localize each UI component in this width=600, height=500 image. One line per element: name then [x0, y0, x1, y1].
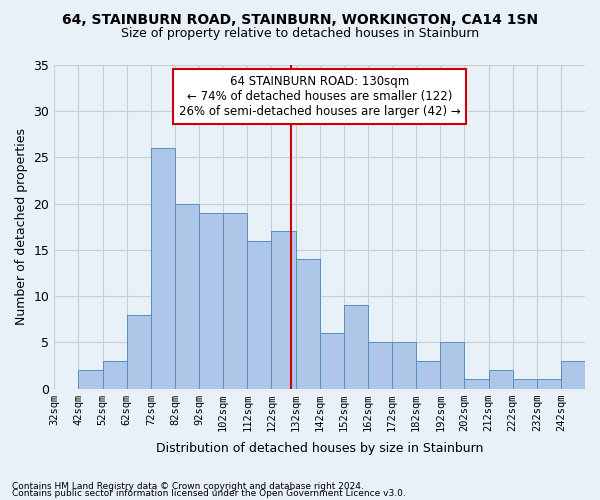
Bar [320, 333, 344, 388]
Bar [223, 213, 247, 388]
Bar [488, 370, 512, 388]
Text: Contains public sector information licensed under the Open Government Licence v3: Contains public sector information licen… [12, 489, 406, 498]
Bar [368, 342, 392, 388]
Text: 64 STAINBURN ROAD: 130sqm
← 74% of detached houses are smaller (122)
26% of semi: 64 STAINBURN ROAD: 130sqm ← 74% of detac… [179, 74, 461, 118]
Bar [247, 240, 271, 388]
Text: Size of property relative to detached houses in Stainburn: Size of property relative to detached ho… [121, 28, 479, 40]
Bar [175, 204, 199, 388]
X-axis label: Distribution of detached houses by size in Stainburn: Distribution of detached houses by size … [156, 442, 484, 455]
Bar [464, 380, 488, 388]
Text: 64, STAINBURN ROAD, STAINBURN, WORKINGTON, CA14 1SN: 64, STAINBURN ROAD, STAINBURN, WORKINGTO… [62, 12, 538, 26]
Bar [79, 370, 103, 388]
Bar [561, 361, 585, 388]
Bar [151, 148, 175, 388]
Bar [199, 213, 223, 388]
Bar [392, 342, 416, 388]
Y-axis label: Number of detached properties: Number of detached properties [15, 128, 28, 326]
Bar [512, 380, 537, 388]
Bar [344, 306, 368, 388]
Bar [537, 380, 561, 388]
Bar [103, 361, 127, 388]
Bar [271, 232, 296, 388]
Bar [440, 342, 464, 388]
Bar [127, 314, 151, 388]
Bar [416, 361, 440, 388]
Bar [296, 259, 320, 388]
Text: Contains HM Land Registry data © Crown copyright and database right 2024.: Contains HM Land Registry data © Crown c… [12, 482, 364, 491]
